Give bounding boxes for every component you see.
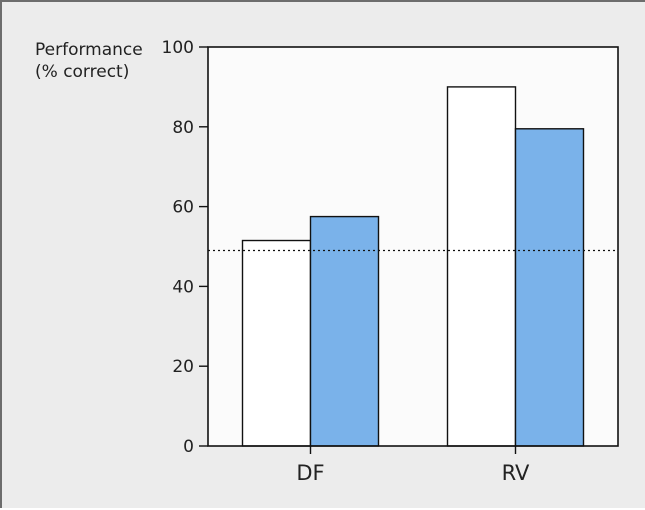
bars-group (241, 86, 585, 447)
bar-rv-series-1 (446, 86, 517, 447)
bar-df-series-2 (309, 215, 380, 447)
y-tick-label-80: 80 (172, 118, 194, 138)
y-tick-label-0: 0 (183, 437, 194, 457)
x-axis-ticks: DF RV (296, 446, 530, 485)
y-tick-label-60: 60 (172, 198, 194, 218)
x-tick-label-df: DF (296, 461, 324, 485)
y-tick-label-100: 100 (162, 38, 194, 58)
y-tick-label-20: 20 (172, 357, 194, 377)
y-tick-label-40: 40 (172, 277, 194, 297)
bar-rv-series-2 (514, 128, 585, 447)
bar-df-series-1 (241, 239, 312, 447)
plot-frame (207, 46, 619, 447)
y-axis-label-line-1: Performance (35, 40, 143, 60)
y-axis-ticks: 0 20 40 60 80 100 (162, 38, 208, 457)
x-tick-label-rv: RV (502, 461, 530, 485)
y-axis-label-line-2: (% correct) (35, 62, 130, 82)
